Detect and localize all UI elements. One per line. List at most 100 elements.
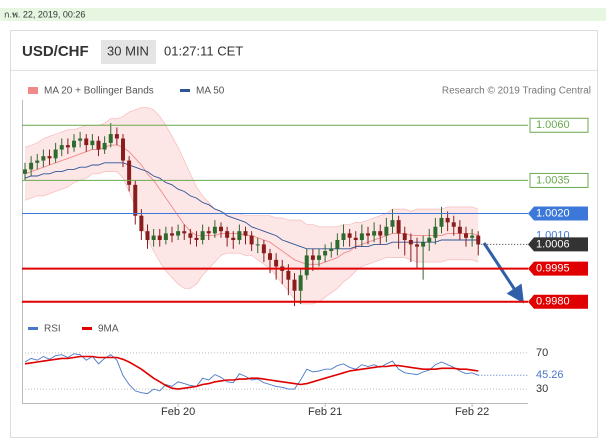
candle-body <box>408 239 413 245</box>
candle-body <box>445 217 450 223</box>
rsi-ma-line <box>24 355 479 390</box>
candle-body <box>457 226 462 234</box>
candle-body <box>384 226 389 236</box>
candle-body <box>274 259 279 267</box>
candle-body <box>359 233 364 240</box>
candle-body <box>310 255 315 260</box>
legend-label: 9MA <box>98 324 119 335</box>
level-tag <box>528 294 588 309</box>
candle-body <box>151 235 156 240</box>
x-tick-label: Feb 22 <box>455 406 489 418</box>
candle-body <box>470 235 475 238</box>
candle-body <box>163 233 168 240</box>
candle-body <box>451 222 456 227</box>
candle-body <box>243 231 248 236</box>
candle-body <box>65 145 70 148</box>
candle-body <box>145 231 150 240</box>
credit: Research © 2019 Trading Central <box>442 86 591 97</box>
candle-body <box>317 255 321 260</box>
frame <box>10 30 598 438</box>
candle-body <box>59 145 64 150</box>
candle-body <box>29 162 34 170</box>
candle-body <box>415 244 419 247</box>
level-label: 0.9995 <box>536 263 570 275</box>
level-label: 1.0020 <box>536 207 570 219</box>
timeframe[interactable]: 30 MIN <box>107 43 149 58</box>
candle-body <box>323 251 328 256</box>
candle-body <box>108 134 113 143</box>
candle-body <box>176 231 181 236</box>
candle-body <box>347 233 352 238</box>
candle-body <box>464 233 468 238</box>
last-price-label: 1.0006 <box>536 238 570 250</box>
candle-body <box>390 220 395 227</box>
candle-body <box>329 248 334 252</box>
candle-body <box>53 149 58 159</box>
band-fill <box>25 107 479 304</box>
candle-body <box>121 138 125 161</box>
legend-label: MA 50 <box>196 86 225 97</box>
candle-body <box>372 231 377 236</box>
candle-body <box>96 140 101 150</box>
candle-body <box>341 233 346 240</box>
candle-body <box>439 217 444 227</box>
candle-body <box>268 253 272 260</box>
candle-body <box>200 231 205 240</box>
candle-body <box>206 231 211 234</box>
level-label: 1.0035 <box>536 174 570 186</box>
candle-body <box>378 231 383 236</box>
header-strip <box>0 8 606 21</box>
legend-label: RSI <box>44 324 61 335</box>
candle-body <box>133 184 138 216</box>
candle-body <box>353 237 358 240</box>
timeframe-box <box>101 40 156 64</box>
band-lower <box>24 171 479 305</box>
candle-body <box>225 231 230 238</box>
candle-body <box>90 140 95 146</box>
candle-body <box>249 235 254 245</box>
candle-body <box>433 226 438 238</box>
candle-body <box>84 138 89 146</box>
candle-body <box>212 226 217 234</box>
candle-body <box>427 237 432 243</box>
candle-body <box>421 242 426 247</box>
candle-body <box>402 233 407 240</box>
candle-body <box>170 233 174 236</box>
candle-body <box>194 237 199 240</box>
candle-body <box>47 156 52 159</box>
candle-body <box>182 231 187 234</box>
moving-average <box>24 162 479 250</box>
candle-body <box>72 140 76 148</box>
y-tick-label: 70 <box>536 347 548 359</box>
candle-body <box>231 237 236 240</box>
candle-body <box>292 279 297 291</box>
candle-body <box>335 239 340 249</box>
y-tick-label: 30 <box>536 383 548 395</box>
candle-body <box>298 275 303 291</box>
candle-body <box>78 138 83 141</box>
candle-body <box>114 134 119 139</box>
level-tag <box>528 261 588 276</box>
timestamp: ก.พ. 22, 2019, 00:26 <box>4 9 85 19</box>
legend-swatch <box>28 87 38 94</box>
chart-title: USD/CHF <box>22 43 89 60</box>
clock: 01:27:11 CET <box>164 43 243 58</box>
candle-body <box>41 156 46 161</box>
last-price-tag <box>528 237 588 252</box>
rsi-line <box>24 353 479 395</box>
band-upper <box>24 107 479 228</box>
candle-body <box>286 270 291 280</box>
level-label: 1.0060 <box>536 119 570 131</box>
level-tag <box>529 117 589 133</box>
candle-body <box>255 244 260 246</box>
level-tag <box>529 172 589 188</box>
candle-body <box>102 142 107 150</box>
candle-body <box>304 255 309 276</box>
level-tag <box>528 206 588 221</box>
candle-body <box>188 233 193 238</box>
x-tick-label: Feb 21 <box>308 406 342 418</box>
x-tick-label: Feb 20 <box>161 406 195 418</box>
rsi-last-label: 45.26 <box>536 369 564 381</box>
